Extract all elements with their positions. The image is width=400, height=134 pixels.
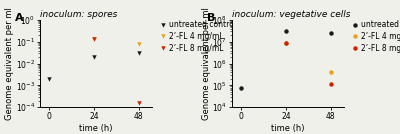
Line: 2’-FL 4 mg/mL: 2’-FL 4 mg/mL xyxy=(284,41,333,75)
Text: inoculum: spores: inoculum: spores xyxy=(40,10,117,19)
2’-FL 8 mg/mL xyxy=(284,42,288,44)
Line: 2’-FL 8 mg/mL: 2’-FL 8 mg/mL xyxy=(92,37,141,106)
2’-FL 4 mg/mL xyxy=(92,39,96,40)
Legend: untreated control, 2’-FL 4 mg/mL, 2’-FL 8 mg/mL: untreated control, 2’-FL 4 mg/mL, 2’-FL … xyxy=(352,20,400,53)
2’-FL 8 mg/mL xyxy=(136,103,141,104)
untreated control xyxy=(47,78,52,80)
2’-FL 4 mg/mL xyxy=(328,72,333,73)
untreated control xyxy=(328,32,333,34)
untreated control xyxy=(239,87,244,88)
Legend: untreated control, 2’-FL 4 mg/mL, 2’-FL 8 mg/mL: untreated control, 2’-FL 4 mg/mL, 2’-FL … xyxy=(160,20,236,53)
untreated control xyxy=(136,52,141,54)
X-axis label: time (h): time (h) xyxy=(271,124,305,133)
Line: 2’-FL 8 mg/mL: 2’-FL 8 mg/mL xyxy=(284,41,333,86)
2’-FL 4 mg/mL xyxy=(136,43,141,45)
2’-FL 4 mg/mL xyxy=(284,42,288,44)
Line: untreated control: untreated control xyxy=(47,51,141,81)
Y-axis label: Genome equivalent per ml: Genome equivalent per ml xyxy=(6,7,14,120)
Line: untreated control: untreated control xyxy=(239,29,333,90)
2’-FL 8 mg/mL xyxy=(328,83,333,85)
Line: 2’-FL 4 mg/mL: 2’-FL 4 mg/mL xyxy=(92,37,141,46)
Text: inoculum: vegetative cells: inoculum: vegetative cells xyxy=(232,10,350,19)
Text: A: A xyxy=(15,13,24,23)
2’-FL 8 mg/mL xyxy=(92,39,96,40)
Y-axis label: Genome equivalent per ml: Genome equivalent per ml xyxy=(202,7,211,120)
Text: B: B xyxy=(207,13,216,23)
untreated control xyxy=(284,31,288,32)
untreated control xyxy=(92,56,96,58)
X-axis label: time (h): time (h) xyxy=(79,124,113,133)
